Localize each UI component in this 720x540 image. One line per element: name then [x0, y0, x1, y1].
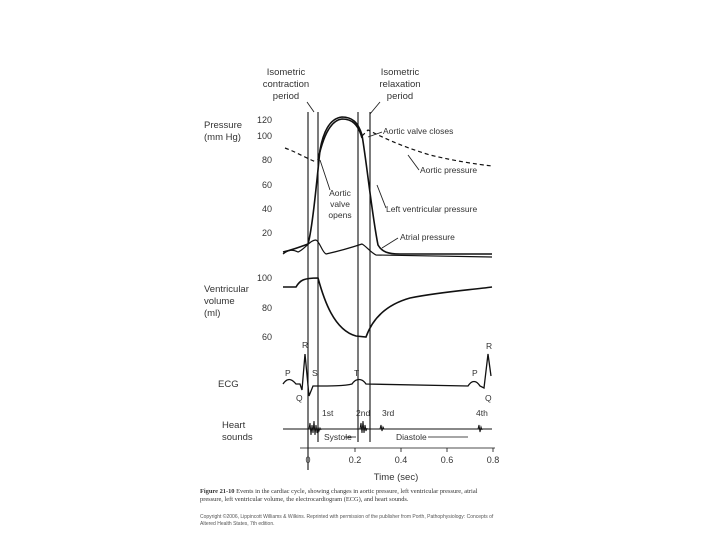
aortic-valve-opens-pointer — [319, 159, 331, 191]
ecg-p-label: P — [285, 368, 291, 378]
svg-text:Isometric: Isometric — [267, 67, 306, 78]
aortic-valve-closes-label: Aortic valve closes — [383, 126, 453, 136]
first-heart-sound — [308, 420, 322, 436]
ecg-r-label: R — [302, 340, 308, 350]
pressure-tick: 20 — [262, 228, 272, 238]
aortic-pressure-pointer — [407, 154, 420, 171]
pressure-tick: 120 — [257, 115, 272, 125]
systole-label: Systole — [324, 432, 352, 442]
ecg-r2-label: R — [486, 341, 492, 351]
third-heart-sound — [379, 424, 385, 432]
svg-text:sounds: sounds — [222, 432, 253, 443]
svg-text:opens: opens — [328, 210, 351, 220]
ecg-trace — [282, 353, 492, 397]
relaxation-pointer — [369, 101, 381, 115]
time-tick: 0 — [305, 455, 310, 465]
heart-sound-2nd: 2nd — [356, 408, 370, 418]
time-tick: 0.4 — [395, 455, 408, 465]
svg-text:Pressure: Pressure — [204, 120, 242, 131]
figure-caption: Figure 21-10 Events in the cardiac cycle… — [200, 488, 500, 504]
time-tick: 0.6 — [441, 455, 454, 465]
volume-tick: 60 — [262, 332, 272, 342]
svg-text:Isometric: Isometric — [381, 67, 420, 78]
pressure-tick: 80 — [262, 155, 272, 165]
ventricular-volume-curve — [283, 277, 493, 338]
pressure-tick: 100 — [257, 131, 272, 141]
left-ventricular-pressure-label: Left ventricular pressure — [386, 204, 477, 214]
aortic-pressure-label: Aortic pressure — [420, 165, 477, 175]
ecg-q-label: Q — [296, 393, 303, 403]
volume-ticks: 100 80 60 — [257, 273, 272, 342]
heart-sound-3rd: 3rd — [382, 408, 395, 418]
time-axis-label: Time (sec) — [374, 472, 419, 483]
heart-sounds-label: Heart sounds — [222, 420, 253, 443]
volume-tick: 100 — [257, 273, 272, 283]
ecg-s-label: S — [312, 368, 318, 378]
ecg-t-label: T — [354, 368, 359, 378]
svg-text:Aortic: Aortic — [329, 188, 351, 198]
svg-text:valve: valve — [330, 199, 350, 209]
pressure-axis-label: Pressure (mm Hg) — [204, 120, 242, 143]
svg-text:(mm Hg): (mm Hg) — [204, 132, 241, 143]
svg-text:period: period — [273, 91, 299, 102]
left-ventricular-pressure-curve — [282, 116, 492, 255]
diastole-label: Diastole — [396, 432, 427, 442]
aortic-valve-closes-pointer — [367, 131, 383, 138]
time-tick: 0.2 — [349, 455, 362, 465]
volume-axis-label: Ventricular volume (ml) — [204, 284, 249, 319]
ecg-q2-label: Q — [485, 393, 492, 403]
second-heart-sound — [359, 420, 368, 434]
aortic-pressure-curve — [317, 118, 363, 161]
caption-text: Events in the cardiac cycle, showing cha… — [200, 488, 478, 503]
svg-text:Heart: Heart — [222, 420, 246, 431]
atrial-pressure-pointer — [381, 237, 399, 249]
aortic-valve-opens-label: Aortic valve opens — [328, 188, 351, 220]
fourth-heart-sound — [477, 424, 483, 433]
svg-text:volume: volume — [204, 296, 235, 307]
ecg-label: ECG — [218, 379, 239, 390]
svg-text:period: period — [387, 91, 413, 102]
time-tick: 0.8 — [487, 455, 500, 465]
pressure-ticks: 120 100 80 60 40 20 — [257, 115, 272, 238]
copyright-notice: Copyright ©2006, Lippincott Williams & W… — [200, 514, 494, 527]
pressure-tick: 60 — [262, 180, 272, 190]
lv-pressure-pointer — [376, 184, 387, 209]
isometric-contraction-label: Isometric contraction period — [263, 67, 309, 102]
ecg-p2-label: P — [472, 368, 478, 378]
heart-sound-1st: 1st — [322, 408, 334, 418]
pressure-tick: 40 — [262, 204, 272, 214]
svg-text:Ventricular: Ventricular — [204, 284, 249, 295]
atrial-pressure-curve — [282, 239, 493, 258]
svg-text:contraction: contraction — [263, 79, 309, 90]
svg-text:(ml): (ml) — [204, 308, 220, 319]
aortic-pressure-diastolic-curve — [284, 129, 493, 167]
svg-text:relaxation: relaxation — [379, 79, 420, 90]
time-ticks: 0 0.2 0.4 0.6 0.8 — [305, 448, 499, 465]
heart-sound-4th: 4th — [476, 408, 488, 418]
atrial-pressure-label: Atrial pressure — [400, 232, 455, 242]
volume-tick: 80 — [262, 303, 272, 313]
figure-number: Figure 21-10 — [200, 488, 235, 495]
contraction-pointer — [306, 101, 315, 113]
isometric-relaxation-label: Isometric relaxation period — [379, 67, 420, 102]
